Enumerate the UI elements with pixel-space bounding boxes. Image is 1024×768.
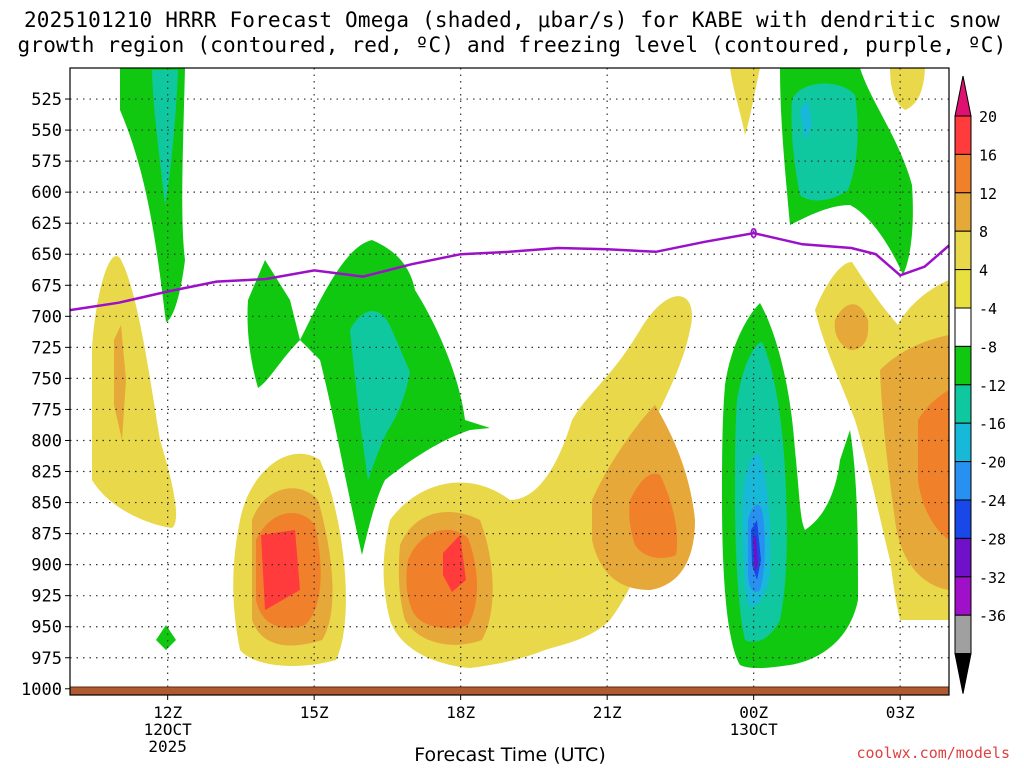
colorbar-segment [954, 384, 972, 424]
x-tick-label: 12Z [153, 703, 182, 722]
omega-region-neg-24i [753, 535, 758, 572]
y-tick-label: 700 [31, 307, 62, 327]
colorbar-segment [954, 461, 972, 501]
x-tick-date: 12OCT [144, 720, 193, 739]
omega-region-neg-8h [791, 83, 858, 201]
y-tick-label: 925 [31, 587, 62, 607]
x-axis-label: Forecast Time (UTC) [414, 744, 606, 766]
colorbar-bottom-triangle [954, 653, 972, 694]
y-tick-label: 775 [31, 400, 62, 420]
colorbar-label: -20 [979, 454, 1006, 472]
omega-region-pos-16b [261, 530, 300, 610]
omega-region-pos-4e [730, 68, 760, 135]
colorbar-segment [954, 614, 972, 655]
y-tick-label: 675 [31, 276, 62, 296]
y-tick-label: 650 [31, 245, 62, 265]
colorbar-segment [954, 269, 972, 309]
freezing-level-line [69, 231, 950, 312]
y-tick-label: 900 [31, 556, 62, 576]
omega-region-neg-4-small [156, 625, 176, 650]
colorbar-segment [954, 307, 972, 347]
colorbar-segment [954, 153, 972, 194]
colorbar-label: 8 [979, 223, 988, 241]
x-tick-label: 18Z [446, 703, 475, 722]
x-tick-year: 2025 [148, 737, 187, 756]
freezing-level-label: 0 [750, 227, 758, 242]
colorbar-label: -28 [979, 530, 1006, 548]
y-tick-label: 550 [31, 121, 62, 141]
y-tick-label: 525 [31, 90, 62, 110]
plot-frame [69, 67, 950, 696]
colorbar-label: -16 [979, 415, 1006, 433]
omega-region-neg-8 [152, 70, 178, 205]
y-tick-label: 750 [31, 369, 62, 389]
y-tick-label: 950 [31, 618, 62, 638]
colorbar-label: -4 [979, 300, 997, 318]
y-tick-label: 875 [31, 525, 62, 545]
x-tick-label: 21Z [593, 703, 622, 722]
y-tick-label: 850 [31, 494, 62, 514]
colorbar-top-triangle [954, 75, 972, 117]
y-tick-label: 600 [31, 183, 62, 203]
colorbar: 20 16 12 8 4 -4 -8 -12 -16 -20 -24 -28 -32 -36 [954, 75, 1006, 694]
chart-title-line-2: growth region (contoured, red, ºC) and f… [17, 33, 1007, 57]
omega-region-neg-8b [350, 311, 410, 480]
y-tick-label: 800 [31, 431, 62, 451]
y-tick-label: 625 [31, 214, 62, 234]
y-axis: 525 550 575 600 625 650 675 700 725 750 775 800 825 8… [21, 90, 70, 700]
colorbar-segment [954, 345, 972, 386]
colorbar-segment [954, 230, 972, 271]
x-tick-label: 00Z [739, 703, 768, 722]
y-tick-label: 1000 [21, 680, 62, 700]
omega-region-pos-12d [629, 473, 678, 558]
colorbar-segment [954, 422, 972, 463]
colorbar-segment [954, 115, 972, 155]
grid-lines [70, 68, 949, 695]
colorbar-segment [954, 499, 972, 539]
x-tick-label: 15Z [300, 703, 329, 722]
source-credit: coolwx.com/models [856, 744, 1010, 762]
colorbar-label: -32 [979, 569, 1006, 587]
colorbar-label: 12 [979, 185, 997, 203]
omega-shading [92, 68, 949, 669]
colorbar-label: -12 [979, 377, 1006, 395]
y-tick-label: 825 [31, 463, 62, 483]
x-tick-date: 13OCT [730, 720, 779, 739]
omega-region-pos-8 [114, 325, 126, 440]
omega-region-pos-4f [890, 68, 925, 110]
y-tick-label: 575 [31, 152, 62, 172]
colorbar-segment [954, 576, 972, 616]
omega-region-pos-8g [834, 304, 949, 590]
colorbar-label: 4 [979, 262, 988, 280]
y-tick-label: 975 [31, 649, 62, 669]
colorbar-segment [954, 192, 972, 232]
x-tick-label: 03Z [886, 703, 915, 722]
chart-title-line-1: 2025101210 HRRR Forecast Omega (shaded, … [23, 8, 1001, 32]
omega-region-pos-4 [92, 256, 177, 528]
colorbar-label: 20 [979, 108, 997, 126]
colorbar-segment [954, 537, 972, 578]
colorbar-label: -24 [979, 492, 1006, 510]
colorbar-label: -36 [979, 607, 1006, 625]
colorbar-label: -8 [979, 338, 997, 356]
omega-region-neg-12h [800, 100, 812, 140]
ground-surface [70, 687, 949, 695]
y-tick-label: 725 [31, 338, 62, 358]
colorbar-label: 16 [979, 146, 997, 164]
